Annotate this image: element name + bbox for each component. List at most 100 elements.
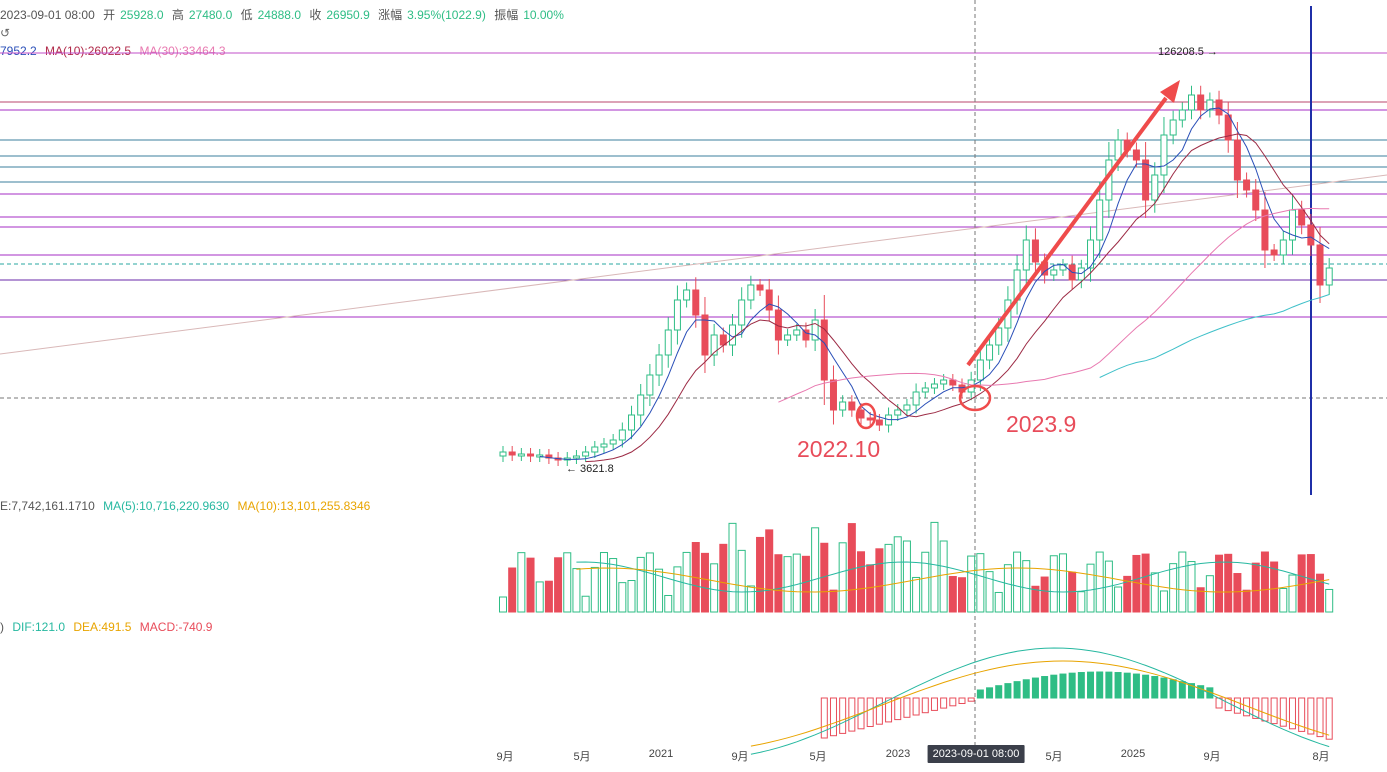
macd-bar xyxy=(995,685,1003,699)
volume-bar xyxy=(728,522,737,613)
volume-ma5-line xyxy=(576,561,1330,593)
volume-bar xyxy=(1224,553,1233,613)
volume-bar xyxy=(1233,573,1242,613)
macd-bar xyxy=(1160,677,1168,699)
volume-bar xyxy=(1279,587,1288,613)
candle-body xyxy=(921,387,929,393)
candle-body xyxy=(591,446,599,453)
volume-bars-group xyxy=(499,521,1334,613)
candle-body xyxy=(820,319,828,381)
volume-bar xyxy=(1086,563,1095,613)
macd-bar xyxy=(921,697,929,714)
candle-body xyxy=(811,319,819,341)
macd-bar xyxy=(967,697,975,702)
ohlc-info-row: 2023-09-01 08:00 开 25928.0 高 27480.0 低 2488… xyxy=(0,8,569,22)
macd-bar xyxy=(986,687,994,699)
candle-body xyxy=(710,334,718,356)
x-tick: 2021 xyxy=(648,748,674,760)
volume-bar xyxy=(710,563,719,613)
candle-body xyxy=(1325,267,1333,286)
volume-bar xyxy=(1013,551,1022,613)
volume-bar xyxy=(1251,562,1260,613)
trend-arrow-head xyxy=(1160,80,1180,103)
volume-bar xyxy=(994,591,1003,613)
volume-bar xyxy=(1187,561,1196,613)
high-label: 高 xyxy=(171,8,184,22)
low-value: 24888.0 xyxy=(257,8,301,22)
volume-bar xyxy=(1114,586,1123,613)
macd-bar xyxy=(958,697,966,704)
open-value: 25928.0 xyxy=(120,8,164,22)
candle-body xyxy=(1022,239,1030,271)
candle-body xyxy=(1233,139,1241,181)
ma5-value: 7952.2 xyxy=(0,44,37,58)
candle-body xyxy=(1087,239,1095,269)
macd-bar xyxy=(875,697,883,725)
volume-bar xyxy=(746,585,755,613)
link-icon[interactable]: ↺ xyxy=(0,26,11,40)
macd-bar xyxy=(912,697,920,716)
volume-bar xyxy=(774,554,783,613)
volume-bar xyxy=(1196,587,1205,613)
macd-value: MACD:-740.9 xyxy=(139,620,213,634)
volume-bar xyxy=(948,576,957,613)
candle-body xyxy=(572,455,580,459)
macd-bar xyxy=(903,697,911,718)
volume-info-row: E:7,742,161.1710 MA(5):10,716,220.9630 M… xyxy=(0,499,375,513)
candle-body xyxy=(784,334,792,341)
macd-prefix: ) xyxy=(0,620,4,634)
volume-bar xyxy=(756,536,765,613)
high-price-marker: 126208.5 → xyxy=(1158,46,1218,58)
x-tick: 8月 xyxy=(1312,751,1330,763)
candle-body xyxy=(1252,189,1260,211)
candle-body xyxy=(940,379,948,385)
volume-bar xyxy=(1022,560,1031,613)
candle-body xyxy=(875,419,883,426)
volume-bar xyxy=(783,556,792,613)
volume-bar xyxy=(1270,561,1279,613)
macd-bar xyxy=(1031,677,1039,699)
open-label: 开 xyxy=(103,8,116,22)
x-tick: 2023 xyxy=(885,748,911,760)
x-tick: 5月 xyxy=(1045,751,1063,763)
candle-body xyxy=(673,299,681,331)
macd-bar xyxy=(1307,697,1315,735)
macd-bar xyxy=(885,697,893,723)
candle-body xyxy=(1031,239,1039,263)
candle-body xyxy=(1279,239,1287,256)
volume-bar xyxy=(1031,585,1040,613)
candle-body xyxy=(499,451,507,457)
macd-bar xyxy=(1188,683,1195,699)
volume-bar xyxy=(829,589,838,613)
ma-long-line xyxy=(1099,294,1330,378)
candle-body xyxy=(912,391,920,406)
volume-value: E:7,742,161.1710 xyxy=(0,499,95,513)
macd-dea: DEA:491.5 xyxy=(73,620,132,634)
volume-bar xyxy=(508,567,517,613)
volume-bar xyxy=(655,568,664,613)
change-label: 涨幅 xyxy=(378,8,403,22)
crosshair-date-label: 2023-09-01 08:00 xyxy=(927,745,1025,763)
candle-body xyxy=(536,454,544,458)
candle-body xyxy=(1206,99,1214,111)
volume-bar xyxy=(765,529,774,613)
macd-bar xyxy=(1261,697,1269,722)
macd-bar xyxy=(820,697,828,739)
candle-body xyxy=(637,394,645,416)
close-label: 收 xyxy=(309,8,322,22)
trend-line xyxy=(0,174,1387,355)
volume-bar xyxy=(1141,553,1150,613)
volume-bar xyxy=(737,549,746,613)
candle-body xyxy=(1050,269,1058,276)
candle-body xyxy=(986,344,994,361)
horizontal-lines xyxy=(0,52,1387,399)
macd-group xyxy=(750,647,1333,755)
ma10-line xyxy=(585,133,1330,463)
volume-bar xyxy=(912,576,921,613)
candle-body xyxy=(1178,109,1186,121)
volume-bar xyxy=(875,548,884,613)
volume-ma5: MA(5):10,716,220.9630 xyxy=(103,499,230,513)
volume-bar xyxy=(884,543,893,613)
